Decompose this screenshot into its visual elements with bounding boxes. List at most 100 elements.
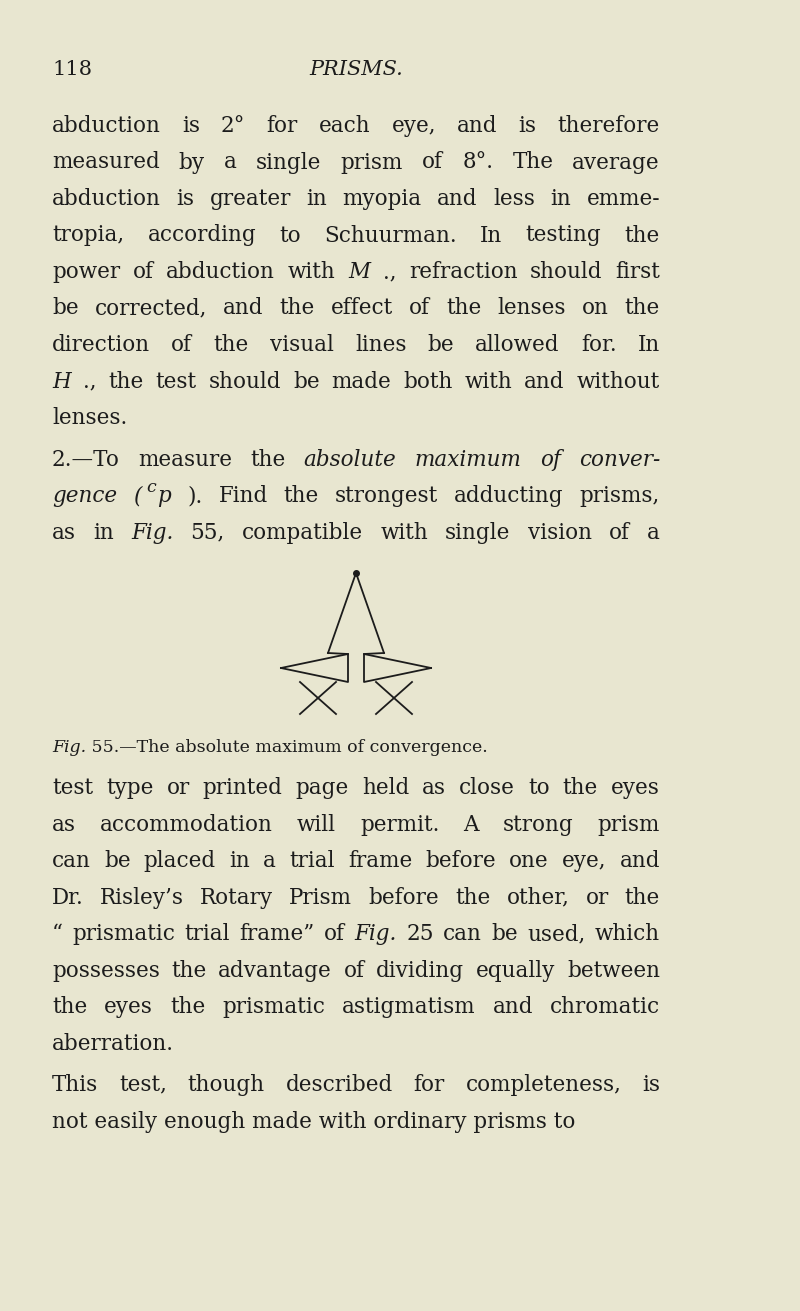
Text: is: is xyxy=(182,115,200,138)
Text: for: for xyxy=(414,1074,445,1096)
Text: ).: ). xyxy=(187,485,202,507)
Text: 118: 118 xyxy=(52,60,92,79)
Text: M: M xyxy=(348,261,370,283)
Text: a: a xyxy=(224,152,237,173)
Text: before: before xyxy=(368,886,439,909)
Text: of: of xyxy=(133,261,154,283)
Text: or: or xyxy=(166,777,190,800)
Text: should: should xyxy=(530,261,602,283)
Text: (: ( xyxy=(133,485,142,507)
Text: as: as xyxy=(52,814,76,836)
Text: page: page xyxy=(296,777,349,800)
Text: the: the xyxy=(171,960,206,982)
Text: power: power xyxy=(52,261,120,283)
Text: advantage: advantage xyxy=(218,960,332,982)
Text: eye,: eye, xyxy=(391,115,436,138)
Text: 55.—The absolute maximum of convergence.: 55.—The absolute maximum of convergence. xyxy=(86,739,488,756)
Text: according: according xyxy=(147,224,256,246)
Text: to: to xyxy=(279,224,301,246)
Text: In: In xyxy=(638,334,660,357)
Text: other,: other, xyxy=(506,886,570,909)
Text: eyes: eyes xyxy=(104,996,153,1019)
Text: in: in xyxy=(93,522,114,544)
Text: lenses.: lenses. xyxy=(52,406,127,429)
Text: Fig.: Fig. xyxy=(131,522,174,544)
Text: dividing: dividing xyxy=(376,960,465,982)
Text: as: as xyxy=(422,777,446,800)
Text: of: of xyxy=(609,522,630,544)
Text: held: held xyxy=(362,777,410,800)
Text: the: the xyxy=(279,298,314,320)
Text: the: the xyxy=(625,224,660,246)
Text: test: test xyxy=(52,777,93,800)
Text: A: A xyxy=(463,814,479,836)
Text: and: and xyxy=(493,996,533,1019)
Text: 2°: 2° xyxy=(221,115,246,138)
Text: chromatic: chromatic xyxy=(550,996,660,1019)
Text: on: on xyxy=(582,298,609,320)
Text: the: the xyxy=(214,334,249,357)
Text: astigmatism: astigmatism xyxy=(342,996,475,1019)
Text: trial: trial xyxy=(185,923,230,945)
Text: measured: measured xyxy=(52,152,160,173)
Text: a: a xyxy=(647,522,660,544)
Text: lines: lines xyxy=(355,334,406,357)
Text: lenses: lenses xyxy=(498,298,566,320)
Text: with: with xyxy=(380,522,428,544)
Text: This: This xyxy=(52,1074,98,1096)
Text: adducting: adducting xyxy=(454,485,564,507)
Text: frame”: frame” xyxy=(239,923,314,945)
Text: visual: visual xyxy=(270,334,334,357)
Text: as: as xyxy=(52,522,76,544)
Text: of: of xyxy=(344,960,365,982)
Text: The: The xyxy=(512,152,554,173)
Text: trial: trial xyxy=(289,851,334,872)
Text: not easily enough made with ordinary prisms to: not easily enough made with ordinary pri… xyxy=(52,1110,575,1133)
Text: both: both xyxy=(403,371,453,392)
Text: “: “ xyxy=(52,923,63,945)
Text: for.: for. xyxy=(581,334,617,357)
Text: conver-: conver- xyxy=(578,448,660,471)
Text: test: test xyxy=(155,371,197,392)
Text: can: can xyxy=(52,851,91,872)
Text: myopia: myopia xyxy=(342,187,422,210)
Text: prisms,: prisms, xyxy=(580,485,660,507)
Text: the: the xyxy=(625,886,660,909)
Text: Dr.: Dr. xyxy=(52,886,84,909)
Text: maximum: maximum xyxy=(414,448,522,471)
Text: though: though xyxy=(187,1074,265,1096)
Text: measure: measure xyxy=(138,448,232,471)
Text: abduction: abduction xyxy=(166,261,275,283)
Text: p: p xyxy=(158,485,171,507)
Text: be: be xyxy=(491,923,518,945)
Text: single: single xyxy=(256,152,322,173)
Text: 2.—To: 2.—To xyxy=(52,448,120,471)
Text: or: or xyxy=(586,886,609,909)
Text: frame: frame xyxy=(348,851,412,872)
Text: made: made xyxy=(331,371,391,392)
Text: 8°.: 8°. xyxy=(462,152,493,173)
Text: strongest: strongest xyxy=(335,485,438,507)
Text: vision: vision xyxy=(528,522,592,544)
Text: which: which xyxy=(595,923,660,945)
Text: average: average xyxy=(572,152,660,173)
Text: gence: gence xyxy=(52,485,117,507)
Text: .,: ., xyxy=(82,371,96,392)
Text: Rotary: Rotary xyxy=(200,886,273,909)
Text: emme-: emme- xyxy=(586,187,660,210)
Text: first: first xyxy=(615,261,660,283)
Text: 55,: 55, xyxy=(190,522,225,544)
Text: one: one xyxy=(509,851,549,872)
Text: Fig.: Fig. xyxy=(52,739,86,756)
Text: with: with xyxy=(288,261,335,283)
Text: Fig.: Fig. xyxy=(354,923,397,945)
Text: eyes: eyes xyxy=(611,777,660,800)
Text: Schuurman.: Schuurman. xyxy=(324,224,457,246)
Text: the: the xyxy=(52,996,87,1019)
Text: the: the xyxy=(446,298,482,320)
Text: to: to xyxy=(528,777,550,800)
Text: the: the xyxy=(284,485,319,507)
Text: eye,: eye, xyxy=(562,851,606,872)
Text: less: less xyxy=(493,187,535,210)
Text: type: type xyxy=(106,777,154,800)
